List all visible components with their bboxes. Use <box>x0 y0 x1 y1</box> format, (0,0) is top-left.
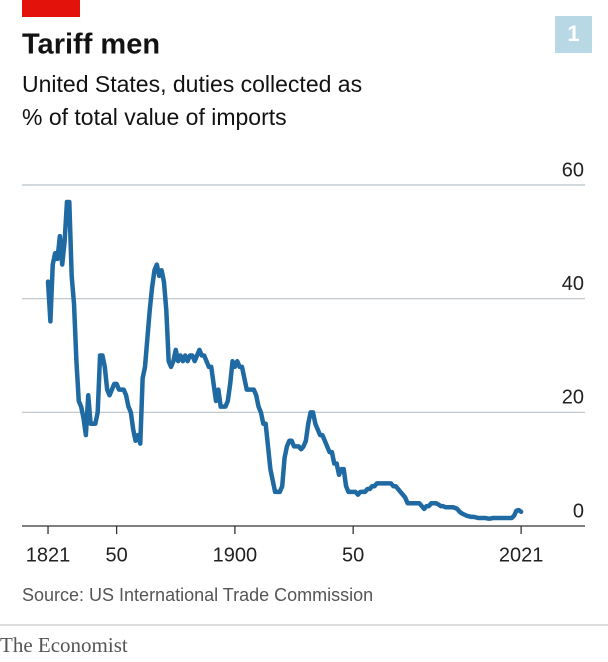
y-tick-label: 20 <box>562 387 584 409</box>
y-tick-label: 40 <box>562 273 584 295</box>
chart-number-badge <box>555 16 592 53</box>
x-tick-label: 2021 <box>499 544 544 566</box>
source: Source: US International Trade Commissio… <box>22 585 373 605</box>
chart-number: 1 <box>567 21 579 46</box>
brand: The Economist <box>0 633 128 657</box>
x-tick-label: 50 <box>342 544 364 566</box>
brand-tag <box>22 0 80 17</box>
chart-title: Tariff men <box>22 29 160 61</box>
subtitle: % of total value of imports <box>22 104 287 130</box>
subtitle: United States, duties collected as <box>22 71 362 97</box>
y-tick-label: 60 <box>562 159 584 181</box>
y-tick-label: 0 <box>573 500 584 522</box>
x-tick-label: 1821 <box>26 544 71 566</box>
data-line <box>45 199 524 521</box>
x-tick-label: 1900 <box>213 544 258 566</box>
x-tick-label: 50 <box>105 544 127 566</box>
